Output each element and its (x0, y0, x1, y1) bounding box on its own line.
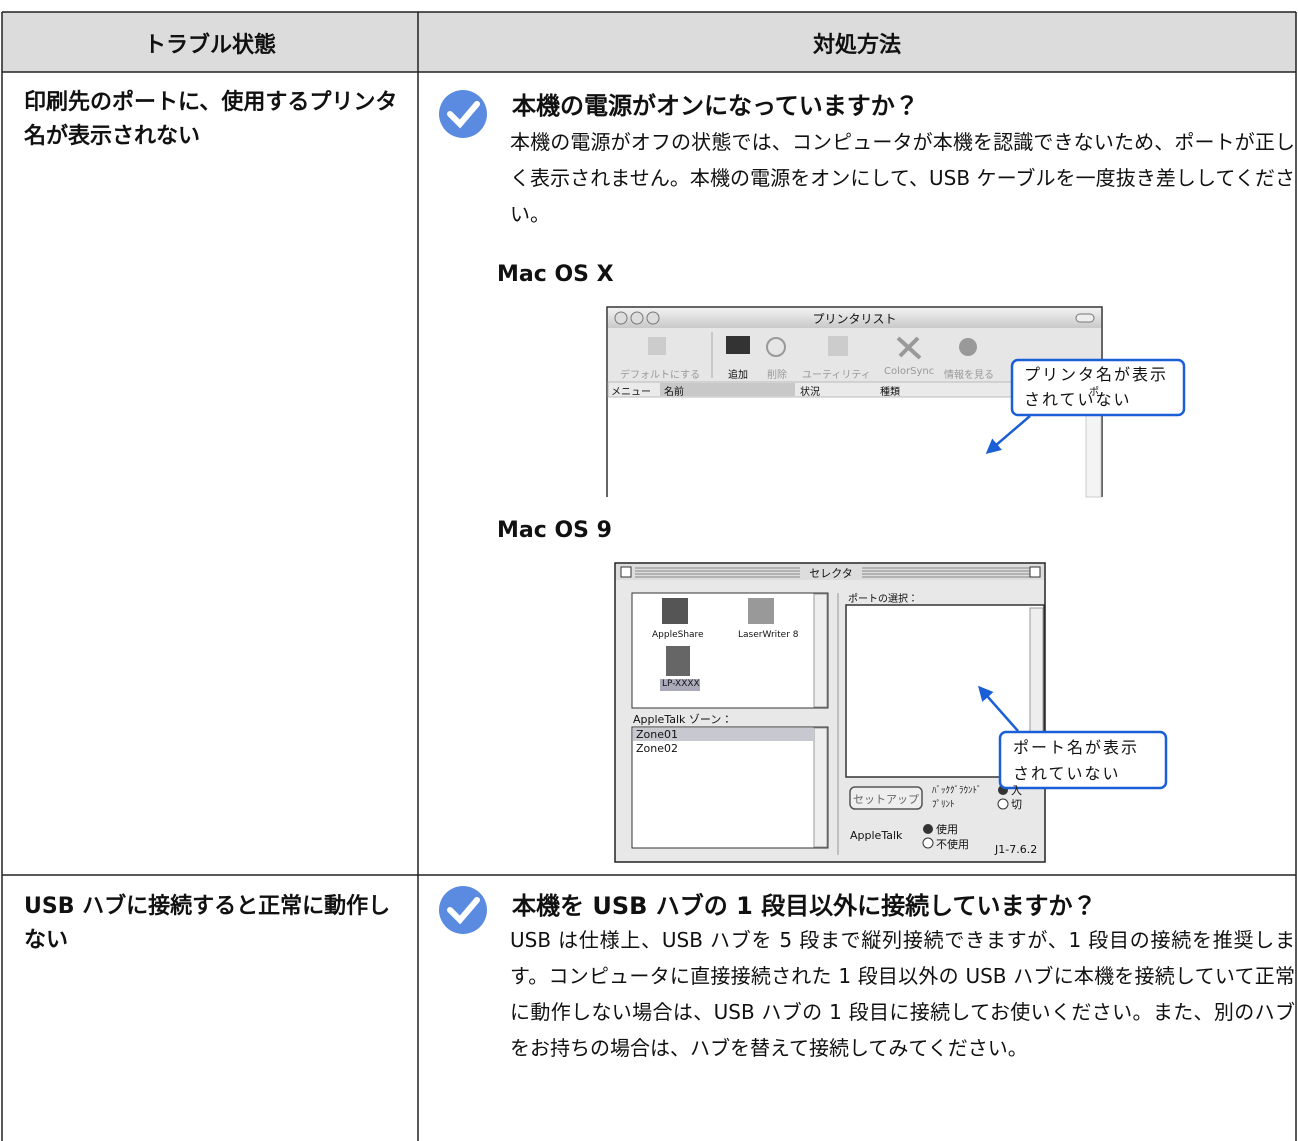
check-icon (439, 886, 487, 934)
driver-label: LaserWriter 8 (738, 630, 799, 640)
callout-text: プリンタ名が表示されていない (1024, 365, 1169, 409)
column-header: 種類 (880, 387, 900, 398)
solution-heading: 本機の電源がオンになっていますか？ (512, 92, 919, 120)
radio-label: 入 (1011, 784, 1022, 797)
driver-label: AppleShare (652, 630, 704, 640)
radio-label: 切 (1011, 798, 1022, 811)
toolbar-label: ColorSync (884, 366, 935, 377)
solution-body: USB は仕様上、USB ハブを 5 段まで縦列接続できますが、1 段目の接続を… (510, 928, 1295, 1060)
callout-arrow (985, 415, 1031, 454)
header-cell: トラブル状態 (143, 33, 276, 58)
callout-arrow (978, 685, 1019, 732)
problem-text: USB ハブに接続すると正常に動作しない (24, 894, 391, 953)
zone-item: Zone02 (636, 742, 679, 755)
toolbar-label: 削除 (767, 370, 787, 381)
problem-text: 印刷先のポートに、使用するプリンタ名が表示されない (24, 90, 398, 149)
check-icon (439, 90, 487, 138)
section-label: Mac OS X (497, 262, 614, 287)
toolbar-label: デフォルトにする (620, 370, 701, 381)
setup-button: セットアップ (853, 793, 919, 806)
toolbar-label: ユーティリティ (802, 370, 871, 381)
column-header: ポ (1089, 387, 1099, 398)
background-label: ﾌﾟﾘﾝﾄ (932, 800, 955, 810)
port-label: ポートの選択： (848, 594, 918, 605)
header-cell: 対処方法 (812, 33, 901, 58)
column-header: 状況 (800, 387, 820, 398)
section-label: Mac OS 9 (497, 518, 612, 543)
appletalk-label: AppleTalk (850, 829, 903, 842)
callout-text: ポート名が表示されていない (1013, 738, 1140, 783)
background-label: ﾊﾞｯｸｸﾞﾗｳﾝﾄﾞ (932, 786, 982, 796)
solution-heading: 本機を USB ハブの 1 段目以外に接続していますか？ (512, 892, 1097, 920)
driver-label: LP-XXXX (662, 679, 700, 689)
toolbar-label: 情報を見る (944, 370, 994, 381)
radio-label: 使用 (936, 823, 958, 836)
callout-box (1010, 358, 1186, 417)
solution-body: 本機の電源がオフの状態では、コンピュータが本機を認識できないため、ポートが正しく… (510, 130, 1295, 226)
zone-label: AppleTalk ゾーン： (633, 713, 733, 726)
callout-box (998, 730, 1168, 790)
window-title: プリンタリスト (812, 312, 897, 326)
header-bg (2, 12, 1296, 72)
window-title: セレクタ (809, 567, 853, 580)
radio-label: 不使用 (936, 838, 969, 851)
toolbar-label: 追加 (728, 370, 748, 381)
os9-window (614, 562, 1046, 863)
version-label: J1-7.6.2 (995, 843, 1038, 856)
column-header: 名前 (664, 387, 684, 398)
column-header: メニュー (611, 387, 651, 398)
table-lines (1, 11, 1297, 1141)
zone-item: Zone01 (636, 728, 679, 741)
